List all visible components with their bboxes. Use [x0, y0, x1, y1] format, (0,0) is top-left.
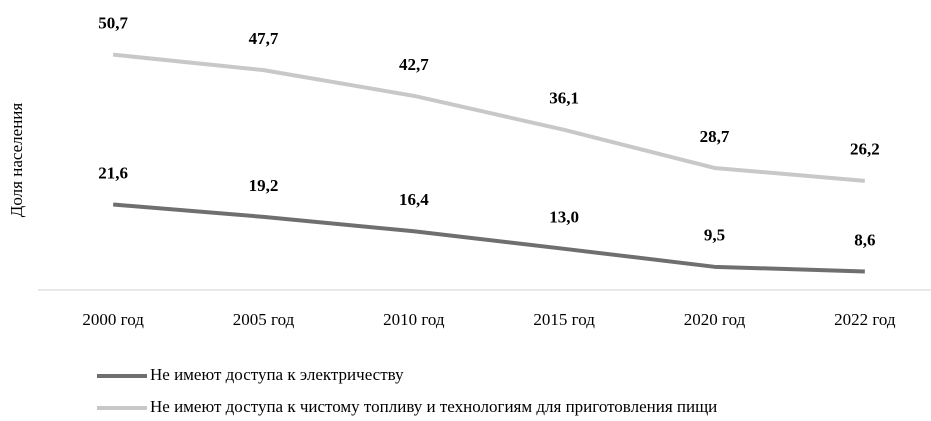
- data-label: 50,7: [98, 14, 128, 33]
- data-label: 16,4: [399, 190, 429, 209]
- data-label: 9,5: [704, 226, 725, 245]
- data-label: 28,7: [700, 127, 730, 146]
- x-tick-label: 2005 год: [233, 310, 295, 329]
- data-label: 13,0: [549, 208, 579, 227]
- data-label: 47,7: [249, 29, 279, 48]
- y-axis-label: Доля населения: [7, 103, 26, 218]
- data-label: 8,6: [854, 230, 875, 249]
- x-tick-label: 2000 год: [82, 310, 144, 329]
- data-label: 36,1: [549, 89, 579, 108]
- legend-label: Не имеют доступа к чистому топливу и тех…: [150, 397, 717, 416]
- series-line: [112, 52, 866, 183]
- data-label: 42,7: [399, 55, 429, 74]
- x-tick-label: 2010 год: [383, 310, 445, 329]
- x-tick-label: 2022 год: [834, 310, 896, 329]
- legend-label: Не имеют доступа к электричеству: [150, 365, 404, 384]
- x-tick-label: 2020 год: [684, 310, 746, 329]
- x-tick-label: 2015 год: [533, 310, 595, 329]
- data-label: 19,2: [249, 176, 279, 195]
- data-label: 26,2: [850, 140, 880, 159]
- series-line: [113, 202, 865, 274]
- data-label: 21,6: [98, 163, 128, 182]
